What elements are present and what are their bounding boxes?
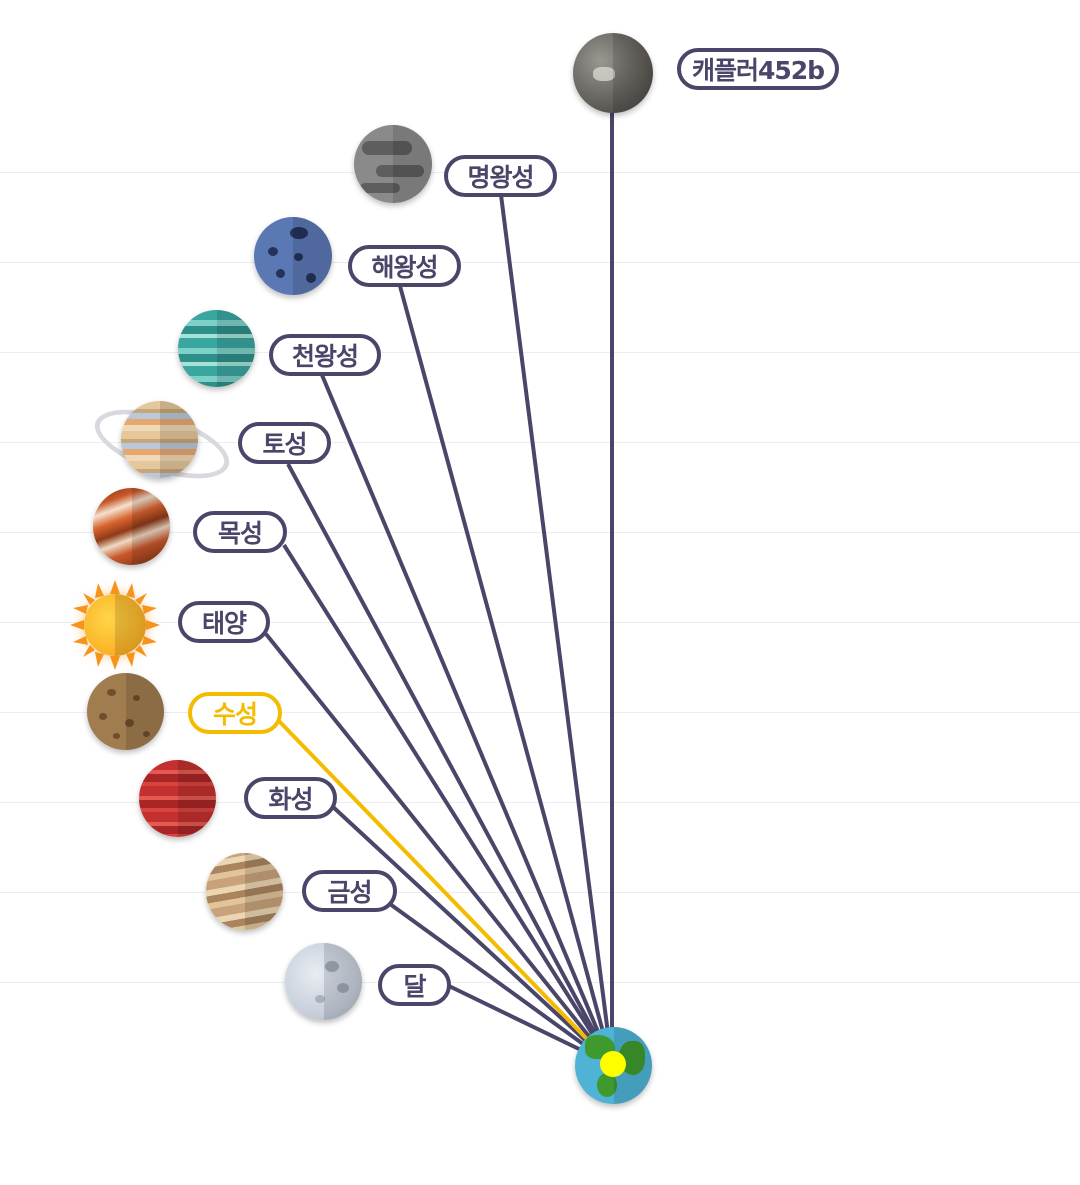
guide-line (0, 982, 1080, 983)
label-moon[interactable]: 달 (378, 964, 451, 1006)
line-sun (264, 632, 614, 1067)
jupiter-icon[interactable] (93, 488, 170, 565)
line-saturn (286, 463, 614, 1066)
guide-line (0, 262, 1080, 263)
label-mercury[interactable]: 수성 (188, 692, 282, 734)
line-mars (330, 804, 614, 1067)
label-jupiter[interactable]: 목성 (193, 511, 287, 553)
label-sun[interactable]: 태양 (178, 601, 270, 643)
label-kepler[interactable]: 캐플러452b (677, 48, 839, 90)
guide-line (0, 622, 1080, 623)
uranus-icon[interactable] (178, 310, 255, 387)
label-venus[interactable]: 금성 (302, 870, 397, 912)
label-neptune[interactable]: 해왕성 (348, 245, 461, 287)
mercury-icon[interactable] (87, 673, 164, 750)
line-neptune (398, 285, 614, 1066)
neptune-icon[interactable] (254, 217, 332, 295)
label-pluto[interactable]: 명왕성 (444, 155, 557, 197)
mars-icon[interactable] (139, 760, 216, 837)
earth-center-dot (600, 1051, 626, 1077)
line-venus (388, 902, 614, 1067)
venus-icon[interactable] (206, 853, 283, 930)
label-uranus[interactable]: 천왕성 (269, 334, 381, 376)
pluto-icon[interactable] (354, 125, 432, 203)
line-mercury (276, 718, 614, 1067)
sun-icon[interactable] (84, 594, 146, 656)
guide-line (0, 352, 1080, 353)
guide-line (0, 532, 1080, 533)
guide-line (0, 712, 1080, 713)
label-saturn[interactable]: 토성 (238, 422, 331, 464)
saturn-icon[interactable] (121, 401, 198, 478)
kepler-planet-icon[interactable] (573, 33, 653, 113)
label-mars[interactable]: 화성 (244, 777, 337, 819)
line-uranus (320, 374, 614, 1066)
guide-line (0, 442, 1080, 443)
moon-icon[interactable] (285, 943, 362, 1020)
line-jupiter (282, 543, 614, 1067)
line-pluto (499, 194, 614, 1066)
